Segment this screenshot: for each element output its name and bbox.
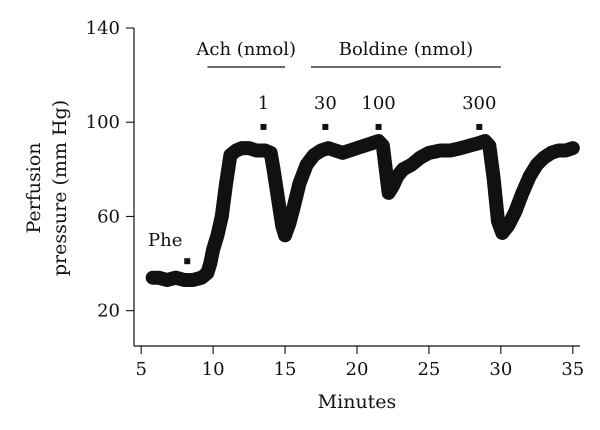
dose-marker-0 xyxy=(260,123,267,130)
x-tick-label-2: 15 xyxy=(274,359,297,380)
x-tick-label-5: 30 xyxy=(489,359,512,380)
annotation-label-0: Phe xyxy=(148,230,182,251)
x-tick-label-6: 35 xyxy=(561,359,584,380)
y-axis-label-line-2: pressure (mm Hg) xyxy=(49,100,71,276)
x-tick-label-4: 25 xyxy=(417,359,440,380)
x-tick-label-1: 10 xyxy=(202,359,225,380)
y-tick-label-0: 20 xyxy=(97,301,120,322)
phase-label-1: Boldine (nmol) xyxy=(339,39,473,60)
x-axis-label: Minutes xyxy=(318,391,397,413)
dose-marker-label-1: 30 xyxy=(314,93,337,114)
dose-marker-2 xyxy=(375,123,382,130)
dose-marker-1 xyxy=(322,123,329,130)
dose-marker-label-3: 300 xyxy=(462,93,496,114)
y-axis-label-line-1: Perfusion xyxy=(23,142,45,233)
y-axis-label: Perfusion pressure (mm Hg) xyxy=(23,100,71,276)
y-tick-label-2: 100 xyxy=(86,112,120,133)
dose-marker-label-2: 100 xyxy=(361,93,395,114)
phase-label-0: Ach (nmol) xyxy=(195,39,296,60)
pressure-trace-core xyxy=(150,138,576,283)
x-tick-label-3: 20 xyxy=(346,359,369,380)
dose-marker-label-0: 1 xyxy=(258,93,269,114)
x-tick-label-0: 5 xyxy=(135,359,146,380)
y-tick-label-3: 140 xyxy=(86,18,120,39)
dose-marker-3 xyxy=(476,123,483,130)
y-tick-label-1: 60 xyxy=(97,206,120,227)
pressure-trace-thick xyxy=(145,134,580,288)
annotation-marker-0 xyxy=(184,258,191,265)
